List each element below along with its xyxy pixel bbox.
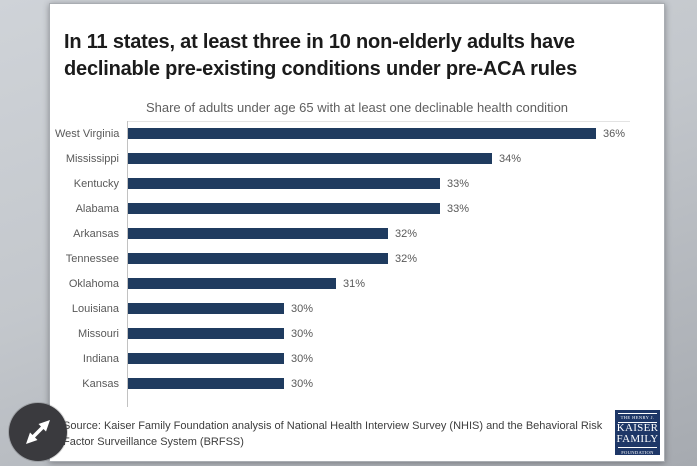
- value-label: 36%: [603, 127, 626, 140]
- expand-icon: [26, 420, 50, 444]
- slide-card: In 11 states, at least three in 10 non-e…: [49, 3, 665, 462]
- category-label: West Virginia: [55, 127, 120, 140]
- value-label: 34%: [499, 152, 522, 165]
- bar: [128, 153, 492, 164]
- chart-row: West Virginia 36%: [55, 121, 640, 146]
- value-label: 33%: [447, 202, 470, 215]
- chart-row: Kentucky 33%: [55, 171, 640, 196]
- chart-row: Kansas 30%: [55, 371, 640, 396]
- chart-row: Arkansas 32%: [55, 221, 640, 246]
- bar-track: 32%: [127, 253, 640, 265]
- bar: [128, 203, 440, 214]
- bar: [128, 228, 388, 239]
- value-label: 30%: [291, 377, 314, 390]
- value-label: 32%: [395, 227, 418, 240]
- bar-track: 30%: [127, 378, 640, 390]
- expand-button[interactable]: [9, 403, 67, 461]
- bar-track: 36%: [127, 128, 640, 140]
- bar: [128, 128, 596, 139]
- kff-logo-line4: FOUNDATION: [618, 447, 657, 455]
- chart-row: Missouri 30%: [55, 321, 640, 346]
- slide-title-line2: declinable pre-existing conditions under…: [64, 58, 577, 81]
- chart-row: Tennessee 32%: [55, 246, 640, 271]
- bar-chart: West Virginia 36% Mississippi 34% Kentucky 33…: [55, 121, 640, 407]
- value-label: 30%: [291, 352, 314, 365]
- bar-track: 30%: [127, 328, 640, 340]
- plot-top-border: [127, 121, 630, 122]
- value-label: 30%: [291, 327, 314, 340]
- chart-row: Alabama 33%: [55, 196, 640, 221]
- category-label: Alabama: [75, 202, 119, 215]
- bar: [128, 378, 284, 389]
- bar: [128, 353, 284, 364]
- chart-row: Oklahoma 31%: [55, 271, 640, 296]
- value-label: 32%: [395, 252, 418, 265]
- chart-rows: West Virginia 36% Mississippi 34% Kentucky 33…: [55, 121, 640, 396]
- slide-title: In 11 states, at least three in 10 non-e…: [64, 29, 658, 83]
- kff-logo: THE HENRY J. KAISER FAMILY FOUNDATION: [615, 410, 660, 455]
- chart-row: Louisiana 30%: [55, 296, 640, 321]
- bar-track: 30%: [127, 353, 640, 365]
- value-label: 31%: [343, 277, 366, 290]
- chart-row: Indiana 30%: [55, 346, 640, 371]
- chart-subtitle: Share of adults under age 65 with at lea…: [145, 100, 569, 115]
- slide-title-line1: In 11 states, at least three in 10 non-e…: [64, 31, 575, 54]
- value-label: 33%: [447, 177, 470, 190]
- category-label: Arkansas: [73, 227, 119, 240]
- bar: [128, 278, 336, 289]
- bar-track: 32%: [127, 228, 640, 240]
- category-label: Oklahoma: [68, 277, 119, 290]
- category-label: Tennessee: [65, 252, 119, 265]
- bar-track: 34%: [127, 153, 640, 165]
- bar-track: 33%: [127, 178, 640, 190]
- bar-track: 30%: [127, 303, 640, 315]
- category-label: Kentucky: [73, 177, 119, 190]
- y-axis-line: [127, 121, 128, 407]
- value-label: 30%: [291, 302, 314, 315]
- category-label: Missouri: [78, 327, 119, 340]
- kff-logo-line1: THE HENRY J.: [618, 413, 657, 423]
- kff-logo-line3: FAMILY: [616, 433, 659, 445]
- category-label: Indiana: [82, 352, 119, 365]
- source-note: Source: Kaiser Family Foundation analysi…: [63, 420, 603, 449]
- bar: [128, 303, 284, 314]
- category-label: Mississippi: [65, 152, 119, 165]
- bar: [128, 328, 284, 339]
- bar-track: 31%: [127, 278, 640, 290]
- category-label: Louisiana: [71, 302, 119, 315]
- bar: [128, 253, 388, 264]
- kff-logo-line2: KAISER: [616, 421, 659, 434]
- bar-track: 33%: [127, 203, 640, 215]
- chart-row: Mississippi 34%: [55, 146, 640, 171]
- bar: [128, 178, 440, 189]
- category-label: Kansas: [82, 377, 119, 390]
